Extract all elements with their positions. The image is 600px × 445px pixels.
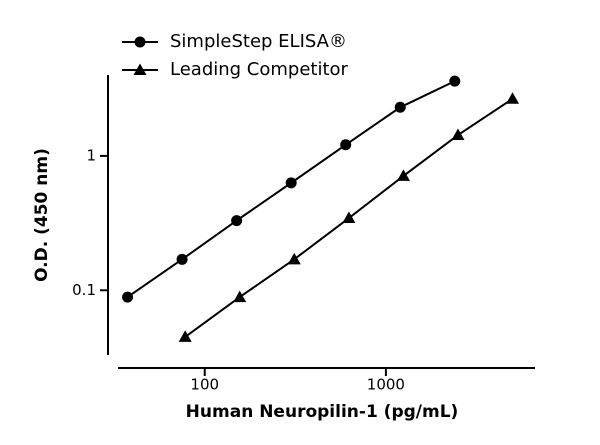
y-tick-label: 0.1 [72, 281, 96, 299]
y-tick-label: 1 [86, 146, 96, 164]
marker [394, 101, 406, 113]
marker [506, 92, 520, 104]
x-tick-label: 100 [190, 376, 219, 394]
marker [285, 177, 297, 189]
marker [122, 291, 134, 303]
marker [396, 169, 410, 181]
x-axis-label: Human Neuropilin-1 (pg/mL) [186, 402, 459, 422]
marker [176, 253, 188, 265]
marker [133, 63, 147, 75]
x-tick-label: 1000 [367, 376, 405, 394]
marker [340, 139, 352, 151]
marker [231, 215, 243, 227]
marker [134, 36, 146, 48]
marker [287, 252, 301, 265]
legend-label: Leading Competitor [170, 59, 349, 80]
marker [449, 75, 461, 87]
y-axis-label: O.D. (450 nm) [32, 148, 52, 282]
marker [178, 330, 192, 342]
marker [233, 290, 247, 303]
marker [451, 128, 465, 141]
legend-label: SimpleStep ELISA® [170, 31, 347, 52]
series-line [126, 80, 456, 298]
marker [342, 211, 356, 224]
